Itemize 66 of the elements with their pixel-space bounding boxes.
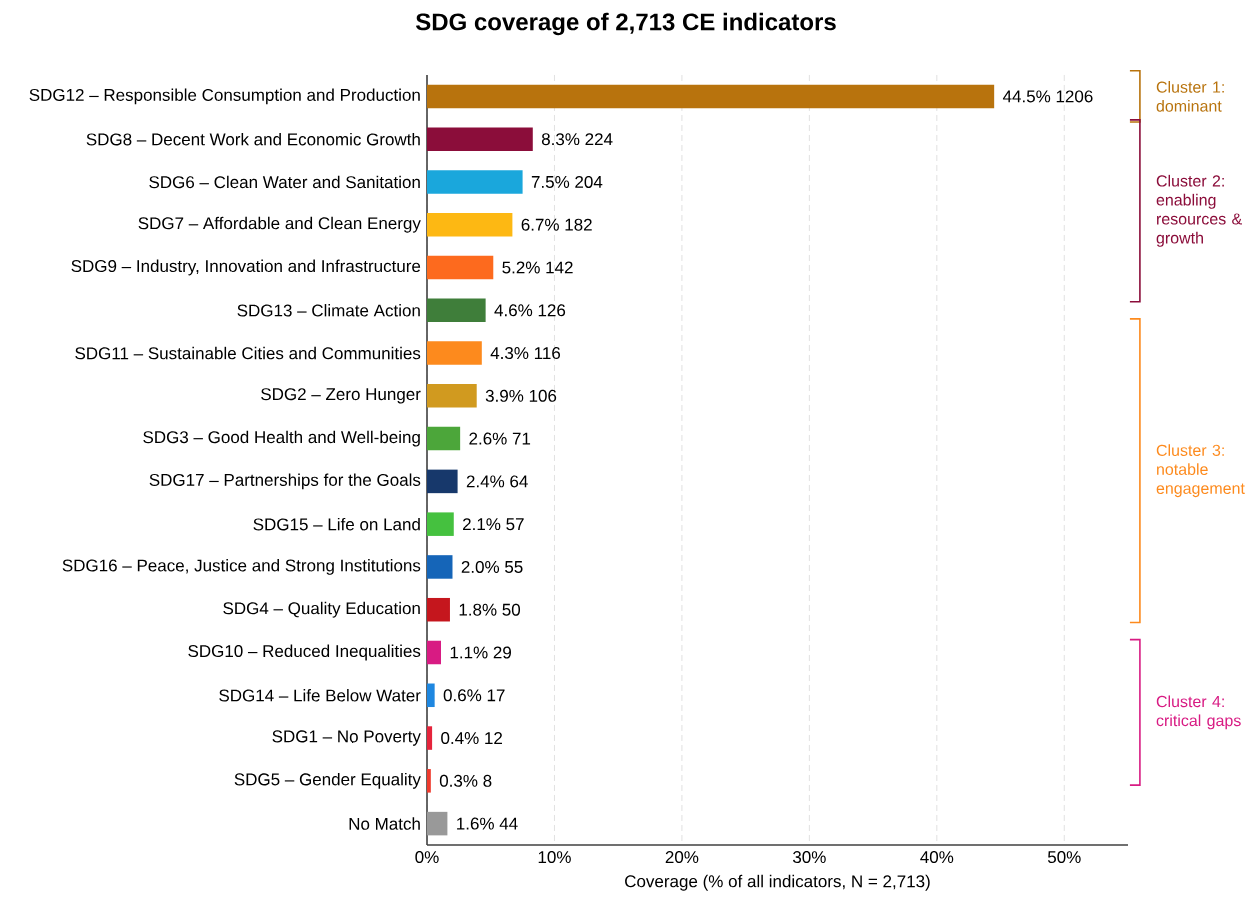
bar: [427, 726, 433, 750]
y-tick-label: SDG1 – No Poverty: [272, 730, 421, 746]
y-tick-label: SDG5 – Gender Equality: [234, 772, 421, 789]
bar: [427, 255, 494, 280]
x-axis-title: Coverage (% of all indicators, N = 2,713): [625, 874, 930, 891]
text: Cluster 3: notable engagement: [1156, 444, 1245, 498]
y-tick-label: SDG2 – Zero Hunger: [261, 388, 421, 404]
bar: [427, 769, 431, 793]
data-label: 0.3% 8: [439, 774, 492, 787]
bar: [427, 597, 450, 622]
data-label: 2.1% 57: [463, 518, 524, 531]
data-label: 8.3% 224: [541, 133, 613, 146]
data-label: 1.6% 44: [457, 817, 518, 830]
data-label: 3.9% 106: [485, 389, 557, 402]
y-tick-label: SDG15 – Life on Land: [253, 517, 420, 531]
bar: [427, 811, 448, 836]
data-label: 2.4% 64: [466, 475, 528, 488]
y-tick-label: SDG8 – Decent Work and Economic Growth: [86, 132, 420, 146]
y-tick-label: SDG7 – Affordable and Clean Energy: [138, 216, 421, 233]
y-tick-label: SDG4 – Quality Education: [223, 601, 420, 618]
data-label: 2.0% 55: [461, 560, 523, 573]
data-label: 5.2% 142: [502, 261, 573, 274]
data-label: 4.3% 116: [490, 347, 561, 360]
y-tick-label: SDG11 – Sustainable Cities and Communities: [75, 346, 421, 360]
bar: [427, 212, 513, 237]
text: Cluster 1: dominant: [1156, 81, 1224, 112]
data-label: 4.6% 126: [494, 304, 566, 317]
data-label: 1.8% 50: [459, 603, 521, 616]
data-label: 44.5% 1206: [1002, 90, 1093, 103]
data-label: 7.5% 204: [531, 175, 603, 188]
data-label: 0.6% 17: [443, 689, 505, 702]
y-tick-label: SDG16 – Peace, Justice and Strong Institutions: [62, 559, 421, 575]
data-label: 1.1% 29: [450, 646, 511, 659]
bar: [427, 341, 482, 365]
bar: [427, 127, 533, 151]
data-label: 0.4% 12: [441, 732, 502, 745]
bar: [427, 555, 453, 579]
data-label: 2.6% 71: [469, 432, 531, 445]
y-tick-label: SDG17 – Partnerships for the Goals: [149, 473, 421, 490]
x-tick-label: 20%: [665, 851, 699, 864]
y-tick-label: No Match: [349, 817, 420, 830]
chart-title: SDG coverage of 2,713 CE indicators: [415, 12, 836, 36]
bar: [427, 512, 454, 536]
y-tick-label: SDG10 – Reduced Inequalities: [188, 644, 421, 661]
x-tick-label: 10%: [538, 851, 571, 864]
y-tick-label: SDG14 – Life Below Water: [219, 689, 421, 702]
x-tick-label: 0%: [415, 851, 439, 864]
bar: [427, 683, 435, 708]
bar: [427, 84, 995, 109]
y-tick-label: SDG3 – Good Health and Well-being: [143, 430, 420, 447]
bar: [427, 384, 477, 408]
y-tick-label: SDG13 – Climate Action: [237, 304, 420, 317]
data-label: 6.7% 182: [521, 218, 592, 231]
y-tick-label: SDG9 – Industry, Innovation and Infrastructure: [71, 259, 421, 276]
text: Cluster 4: critical gaps: [1156, 695, 1241, 730]
x-tick-label: 30%: [793, 851, 826, 864]
bar: [427, 170, 523, 194]
bar: [427, 640, 442, 665]
text: Cluster 2: enabling resources & growth: [1156, 174, 1242, 247]
x-tick-label: 50%: [1047, 851, 1081, 864]
y-tick-label: SDG6 – Clean Water and Sanitation: [149, 175, 420, 189]
bar: [427, 469, 458, 494]
bar: [427, 426, 461, 451]
y-tick-label: SDG12 – Responsible Consumption and Production: [29, 88, 420, 105]
x-tick-label: 40%: [920, 851, 954, 864]
bar: [427, 298, 486, 323]
